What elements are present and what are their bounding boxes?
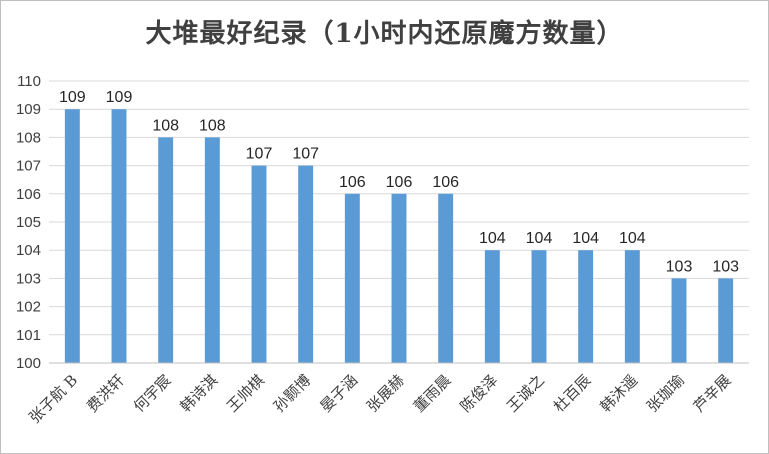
data-label: 106	[386, 174, 413, 191]
bar	[251, 165, 267, 363]
bars	[64, 109, 734, 363]
bar	[64, 109, 80, 363]
x-category-label: 芦辛展	[690, 371, 735, 416]
x-axis-categories: 张子航 B 费洪轩 何宇宸 韩诗淇 王帅棋 孙颢博 晏子涵 张展赫 董雨晨 陈俊泽 王诚之 杜百辰 韩沐…	[25, 371, 734, 427]
bar	[344, 193, 360, 363]
x-category-label: 张珈瑜	[643, 371, 688, 416]
x-category-label: 张子航 B	[25, 371, 81, 427]
bar	[298, 165, 314, 363]
data-label: 107	[246, 146, 273, 163]
y-tick-label: 106	[16, 186, 41, 203]
y-tick-label: 107	[16, 158, 41, 175]
y-tick-label: 105	[16, 214, 41, 231]
bar	[531, 250, 547, 363]
x-category-label: 韩沐遥	[597, 371, 642, 416]
bar	[111, 109, 127, 363]
y-axis-ticks: 100 101 102 103 104 105 106 107 108 109 110	[16, 73, 41, 372]
x-category-label: 张展赫	[363, 371, 408, 416]
y-tick-label: 101	[16, 327, 41, 344]
x-category-label: 王帅棋	[223, 371, 268, 416]
data-label: 104	[526, 230, 553, 247]
y-tick-label: 102	[16, 299, 41, 316]
x-category-label: 晏子涵	[317, 371, 362, 416]
bar	[158, 137, 174, 363]
bar	[391, 193, 407, 363]
y-tick-label: 100	[16, 355, 41, 372]
y-tick-label: 103	[16, 270, 41, 287]
bar	[204, 137, 220, 363]
data-labels: 109 109 108 108 107 107 106 106 106 104 104 104 104 1…	[59, 89, 739, 275]
bar	[484, 250, 500, 363]
x-category-label: 何宇宸	[130, 371, 175, 416]
y-tick-label: 108	[16, 129, 41, 146]
x-category-label: 费洪轩	[83, 371, 128, 416]
bar	[624, 250, 640, 363]
x-category-label: 董雨晨	[410, 371, 455, 416]
x-category-label: 韩诗淇	[177, 371, 222, 416]
x-category-label: 孙颢博	[270, 371, 315, 416]
data-label: 104	[479, 230, 506, 247]
y-tick-label: 104	[16, 242, 41, 259]
x-category-label: 陈俊泽	[457, 371, 502, 416]
chart-title: 大堆最好纪录（1小时内还原魔方数量）	[145, 19, 624, 49]
data-label: 103	[666, 258, 693, 275]
y-tick-label: 110	[17, 73, 41, 90]
data-label: 109	[59, 89, 86, 106]
y-tick-label: 109	[16, 101, 41, 118]
x-category-label: 王诚之	[503, 371, 548, 416]
data-label: 107	[292, 146, 319, 163]
bar	[718, 278, 734, 363]
x-category-label: 杜百辰	[550, 371, 595, 416]
data-label: 108	[152, 117, 179, 134]
data-label: 104	[572, 230, 599, 247]
data-label: 109	[106, 89, 133, 106]
data-label: 103	[712, 258, 739, 275]
data-label: 106	[432, 174, 459, 191]
data-label: 104	[619, 230, 646, 247]
bar	[671, 278, 687, 363]
data-label: 106	[339, 174, 366, 191]
bar	[578, 250, 594, 363]
bar	[438, 193, 454, 363]
data-label: 108	[199, 117, 226, 134]
